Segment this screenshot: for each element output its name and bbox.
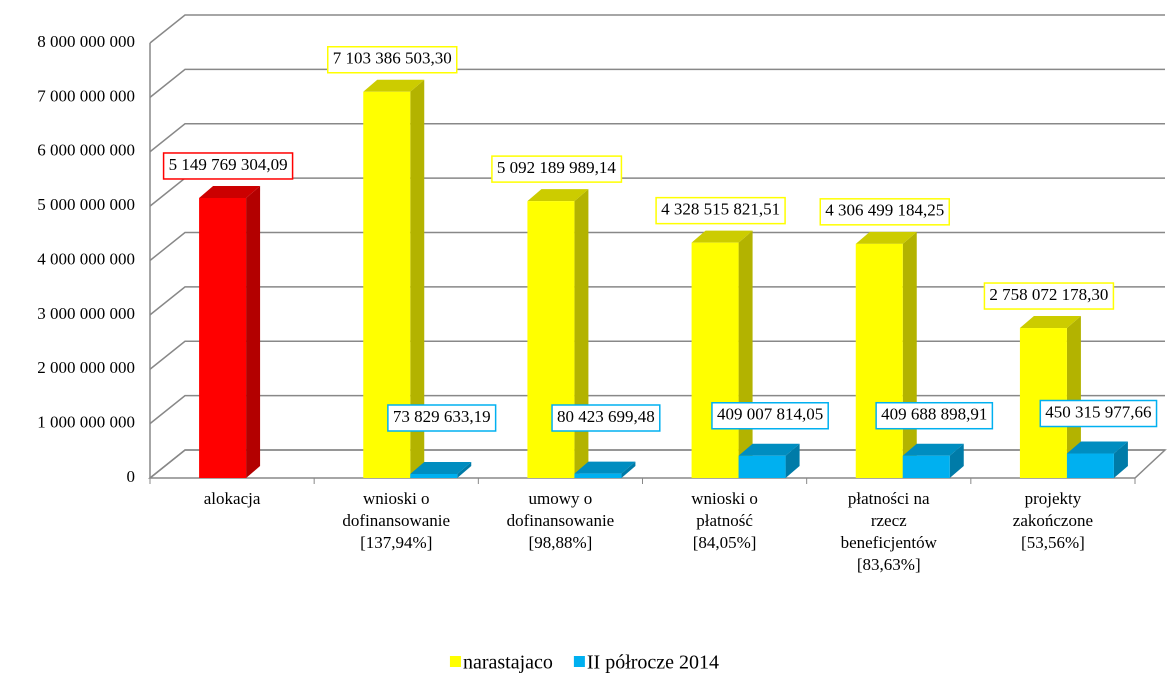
legend-label: II półrocze 2014 xyxy=(587,652,719,674)
bar-side xyxy=(1113,441,1128,478)
grid-line xyxy=(149,449,1165,479)
bar-top xyxy=(1066,441,1128,454)
bar-side xyxy=(574,189,589,478)
bar-top xyxy=(363,79,425,92)
bar-side xyxy=(457,461,472,478)
data-label-box xyxy=(983,282,1115,310)
data-label: 409 007 814,05 xyxy=(717,405,823,424)
y-tick-label: 6 000 000 000 xyxy=(37,141,135,160)
x-tick-label: [137,94%] xyxy=(360,533,432,552)
x-tick-label: alokacja xyxy=(204,489,261,508)
bar xyxy=(738,455,786,478)
grid-line xyxy=(149,231,1165,262)
bar-side xyxy=(785,443,800,478)
legend-label: narastajaco xyxy=(463,652,553,674)
grid-line xyxy=(149,286,1165,316)
data-label: 450 315 977,66 xyxy=(1045,402,1151,421)
data-label: 73 829 633,19 xyxy=(393,407,491,426)
x-tick-label: rzecz xyxy=(871,511,907,530)
x-tick-label: beneficjentów xyxy=(841,533,938,552)
data-label-box xyxy=(551,404,661,432)
data-label: 2 758 072 178,30 xyxy=(989,285,1108,304)
x-tick-label: umowy o xyxy=(529,489,593,508)
grid-line xyxy=(149,340,1165,370)
data-label: 80 423 699,48 xyxy=(557,407,655,426)
bar-top xyxy=(410,461,472,474)
grid-line xyxy=(149,394,1165,425)
y-tick-label: 7 000 000 000 xyxy=(37,86,135,105)
y-tick-label: 4 000 000 000 xyxy=(37,249,135,268)
data-label-box xyxy=(1039,399,1158,428)
bar xyxy=(199,197,247,478)
x-tick-label: płatności na xyxy=(848,489,930,508)
data-label: 4 328 515 821,51 xyxy=(661,200,780,219)
data-label-box xyxy=(387,404,497,432)
bar-top xyxy=(527,189,589,202)
bar-side xyxy=(902,231,917,478)
y-tick-label: 8 000 000 000 xyxy=(37,32,135,51)
bar-side xyxy=(410,79,425,478)
x-tick-label: [53,56%] xyxy=(1021,533,1085,552)
data-label-box xyxy=(655,196,786,225)
bar-side xyxy=(246,185,261,478)
bar-side xyxy=(738,230,753,478)
data-label-box xyxy=(327,46,458,74)
bar xyxy=(691,242,739,478)
bar xyxy=(855,243,903,478)
data-label-box xyxy=(711,402,829,430)
grid-line xyxy=(149,14,1165,44)
grid-line xyxy=(149,68,1165,98)
data-label-box xyxy=(491,155,623,183)
legend-marker xyxy=(449,656,461,667)
bar xyxy=(574,473,622,478)
data-label-box xyxy=(875,401,994,430)
floor xyxy=(147,449,1167,479)
y-tick-label: 2 000 000 000 xyxy=(37,358,135,377)
bar-top xyxy=(574,461,636,474)
x-tick-label: płatność xyxy=(696,511,753,530)
bar-top xyxy=(738,443,800,456)
bar xyxy=(902,455,950,478)
bar-top xyxy=(199,185,261,198)
bar-top xyxy=(855,231,917,244)
x-tick-label: zakończone xyxy=(1013,511,1093,530)
x-tick-label: [84,05%] xyxy=(693,533,757,552)
bar xyxy=(1066,453,1114,478)
y-tick-label: 0 xyxy=(127,467,136,486)
data-label-box xyxy=(162,152,294,180)
bar xyxy=(527,201,575,478)
x-tick-label: projekty xyxy=(1025,489,1082,508)
x-tick-label: [83,63%] xyxy=(857,555,921,574)
x-tick-label: dofinansowanie xyxy=(342,511,450,530)
bar-top xyxy=(902,443,964,456)
bar-side xyxy=(1066,316,1081,478)
legend-marker xyxy=(573,656,585,667)
bar-top xyxy=(1019,316,1081,329)
data-label: 409 688 898,91 xyxy=(881,405,987,424)
y-tick-label: 1 000 000 000 xyxy=(37,413,135,432)
data-label: 7 103 386 503,30 xyxy=(333,49,452,68)
data-label: 4 306 499 184,25 xyxy=(825,201,944,220)
x-tick-label: wnioski o xyxy=(691,489,758,508)
bar-top xyxy=(691,230,753,243)
data-label: 5 092 189 989,14 xyxy=(497,158,617,177)
x-tick-label: wnioski o xyxy=(363,489,430,508)
data-label: 5 149 769 304,09 xyxy=(169,155,288,174)
bar-side xyxy=(949,443,964,478)
bar-side xyxy=(621,461,636,478)
grid-line xyxy=(149,123,1165,153)
y-tick-label: 3 000 000 000 xyxy=(37,304,135,323)
bar xyxy=(410,473,458,478)
x-tick-label: dofinansowanie xyxy=(507,511,615,530)
x-tick-label: [98,88%] xyxy=(529,533,593,552)
data-label-box xyxy=(819,198,950,226)
y-tick-label: 5 000 000 000 xyxy=(37,195,135,214)
